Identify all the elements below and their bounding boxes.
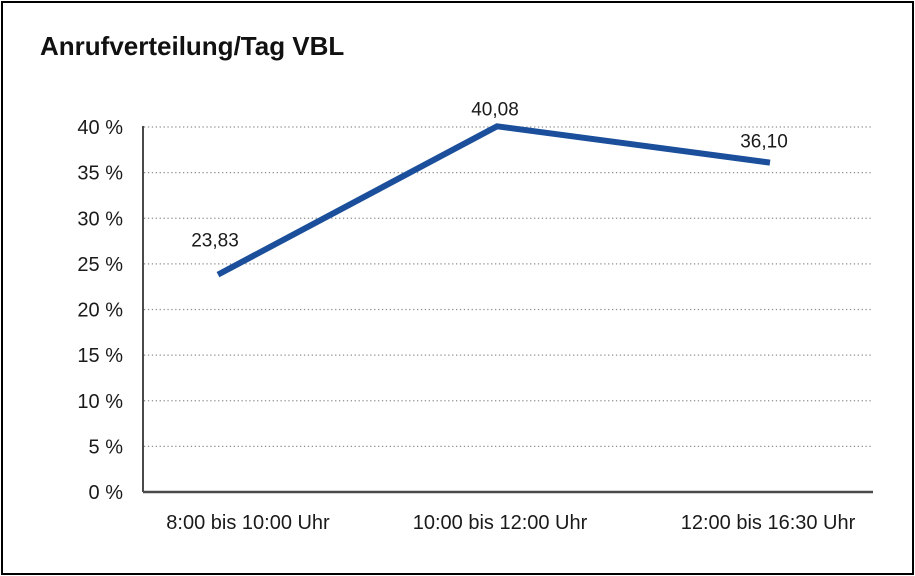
y-tick-label: 25 % xyxy=(77,254,123,276)
x-category-label: 8:00 bis 10:00 Uhr xyxy=(166,512,330,534)
y-tick-label: 10 % xyxy=(77,391,123,413)
x-category-labels-group: 8:00 bis 10:00 Uhr 10:00 bis 12:00 Uhr 12:… xyxy=(166,512,855,534)
y-tick-label: 0 % xyxy=(89,482,124,504)
series-group xyxy=(216,123,771,278)
chart-title: Anrufverteilung/Tag VBL xyxy=(40,31,345,61)
y-tick-label: 5 % xyxy=(89,436,124,458)
y-tick-labels-group: 0 % 5 % 10 % 15 % 20 % 25 % 30 % 35 % 40 % xyxy=(77,117,123,504)
x-category-label: 12:00 bis 16:30 Uhr xyxy=(681,512,856,534)
y-tick-label: 15 % xyxy=(77,345,123,367)
y-tick-label: 35 % xyxy=(77,163,123,185)
series-line xyxy=(216,123,771,278)
point-label: 23,83 xyxy=(191,231,239,252)
x-category-label: 10:00 bis 12:00 Uhr xyxy=(413,512,588,534)
point-label: 40,08 xyxy=(471,99,519,120)
point-labels-group: 23,83 40,08 36,10 xyxy=(191,99,788,251)
y-tick-label: 30 % xyxy=(77,208,123,230)
y-tick-label: 40 % xyxy=(77,117,123,139)
y-tick-label: 20 % xyxy=(77,300,123,322)
axes-group xyxy=(142,126,873,494)
point-label: 36,10 xyxy=(740,132,788,153)
gridlines-group xyxy=(144,126,873,448)
